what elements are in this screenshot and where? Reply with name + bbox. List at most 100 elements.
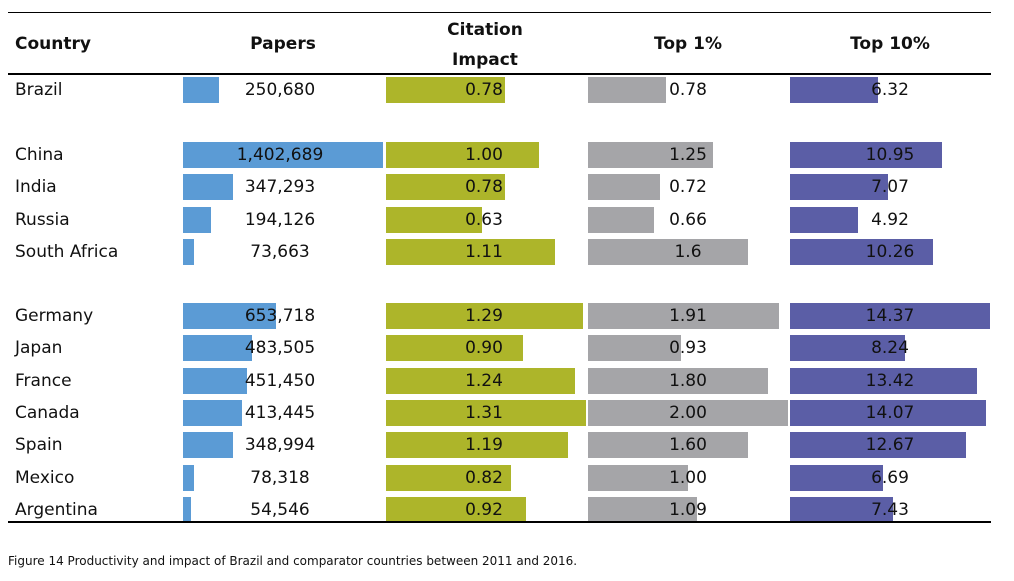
header-top1: Top 1% xyxy=(654,34,722,54)
country-label: China xyxy=(15,145,64,165)
citation-value: 1.11 xyxy=(465,241,503,262)
papers-value: 1,402,689 xyxy=(236,145,324,165)
country-label: Russia xyxy=(15,209,70,230)
papers-bar xyxy=(183,464,194,491)
top1-bar xyxy=(588,238,748,265)
papers-value: 78,318 xyxy=(250,467,310,488)
top10-value: 6.69 xyxy=(871,467,909,488)
papers-value: 250,680 xyxy=(244,80,316,100)
country-label: Germany xyxy=(15,306,94,326)
top1-bar xyxy=(588,206,654,233)
papers-bar xyxy=(183,238,194,265)
papers-bar xyxy=(183,142,383,168)
citation-value: 1.19 xyxy=(465,435,503,456)
papers-bar xyxy=(183,399,242,426)
top10-bar xyxy=(790,399,986,426)
citation-bar xyxy=(386,432,568,459)
top1-value: 0.78 xyxy=(669,80,707,100)
papers-bar xyxy=(183,174,233,201)
citation-bar xyxy=(386,496,526,523)
papers-value: 483,505 xyxy=(244,338,316,359)
top1-value: 1.6 xyxy=(674,241,702,262)
papers-value: 413,445 xyxy=(244,402,316,423)
top1-bar xyxy=(588,399,788,426)
citation-bar xyxy=(386,238,555,265)
top1-bar xyxy=(588,496,697,523)
papers-value: 73,663 xyxy=(250,241,310,262)
top1-bar xyxy=(588,335,681,362)
papers-value: 347,293 xyxy=(244,177,316,198)
country-label: Brazil xyxy=(15,80,63,100)
top1-bar xyxy=(588,464,688,491)
citation-value: 0.63 xyxy=(465,209,503,230)
top10-bar xyxy=(790,496,893,523)
top1-value: 1.09 xyxy=(669,499,707,520)
citation-value: 1.31 xyxy=(465,402,503,423)
top10-bar xyxy=(790,335,905,362)
header-rule xyxy=(8,73,991,75)
top1-bar xyxy=(588,432,748,459)
papers-bar xyxy=(183,496,191,523)
papers-bar xyxy=(183,432,233,459)
papers-bar xyxy=(183,206,211,233)
header-papers: Papers xyxy=(250,34,316,54)
top1-bar xyxy=(588,77,666,103)
top10-bar xyxy=(790,303,990,329)
citation-bar xyxy=(386,464,511,491)
top1-value: 1.80 xyxy=(669,370,707,391)
top10-bar xyxy=(790,238,933,265)
citation-value: 0.90 xyxy=(465,338,503,359)
country-label: Spain xyxy=(15,435,63,456)
top1-value: 0.93 xyxy=(669,338,707,359)
citation-value: 1.00 xyxy=(465,145,503,165)
top10-value: 13.42 xyxy=(865,370,915,391)
top10-value: 4.92 xyxy=(871,209,909,230)
citation-value: 0.78 xyxy=(465,80,503,100)
papers-value: 653,718 xyxy=(244,306,316,326)
top10-value: 12.67 xyxy=(865,435,915,456)
top10-value: 6.32 xyxy=(871,80,909,100)
country-label: India xyxy=(15,177,57,198)
header-top10: Top 10% xyxy=(850,34,930,54)
top1-bar xyxy=(588,303,779,329)
top1-value: 0.72 xyxy=(669,177,707,198)
top1-bar xyxy=(588,367,768,394)
header-citation-line2: Impact xyxy=(452,50,518,70)
top10-bar xyxy=(790,206,858,233)
top1-value: 0.66 xyxy=(669,209,707,230)
country-label: France xyxy=(15,370,72,391)
papers-value: 451,450 xyxy=(244,370,316,391)
citation-bar xyxy=(386,399,586,426)
citation-bar xyxy=(386,367,575,394)
top10-bar xyxy=(790,367,977,394)
country-label: Mexico xyxy=(15,467,75,488)
citation-bar xyxy=(386,206,482,233)
top1-bar xyxy=(588,142,713,168)
citation-value: 0.82 xyxy=(465,467,503,488)
top-rule xyxy=(8,12,991,13)
citation-value: 0.78 xyxy=(465,177,503,198)
top10-value: 7.07 xyxy=(871,177,909,198)
top10-bar xyxy=(790,174,888,201)
papers-value: 194,126 xyxy=(244,209,316,230)
country-label: Canada xyxy=(15,402,80,423)
top1-value: 1.60 xyxy=(669,435,707,456)
top1-value: 1.91 xyxy=(669,306,707,326)
top1-value: 1.00 xyxy=(669,467,707,488)
papers-bar xyxy=(183,303,276,329)
country-label: Argentina xyxy=(15,499,98,520)
country-label: Japan xyxy=(15,338,63,359)
top1-bar xyxy=(588,174,660,201)
citation-value: 1.29 xyxy=(465,306,503,326)
country-label: South Africa xyxy=(15,241,119,262)
citation-bar xyxy=(386,335,523,362)
top10-bar xyxy=(790,464,883,491)
citation-value: 1.24 xyxy=(465,370,503,391)
top10-value: 14.37 xyxy=(865,306,915,326)
top10-bar xyxy=(790,142,942,168)
papers-bar xyxy=(183,335,252,362)
papers-value: 348,994 xyxy=(244,435,316,456)
header-citation-line1: Citation xyxy=(447,20,523,40)
top10-bar xyxy=(790,432,966,459)
